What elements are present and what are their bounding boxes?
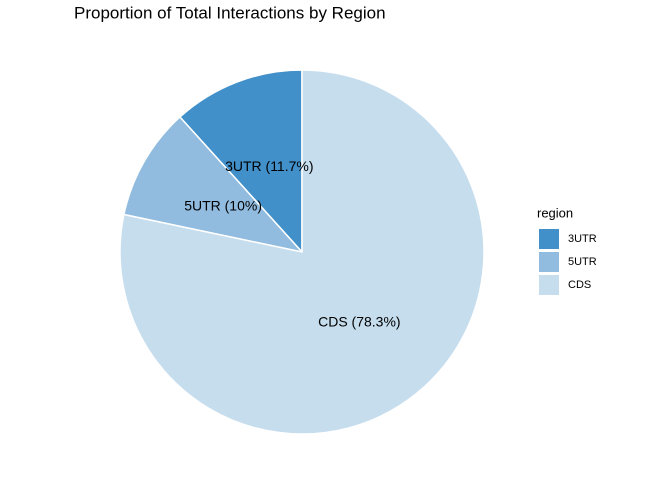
legend-title: region: [537, 205, 573, 220]
legend-swatch: [539, 252, 559, 272]
data-label: 5UTR (10%): [184, 197, 262, 213]
pie-slice: [178, 69, 303, 254]
pie-slice: [119, 69, 485, 435]
legend-swatch: [539, 229, 559, 249]
legend-label: 5UTR: [568, 256, 597, 268]
chart-title: Proportion of Total Interactions by Regi…: [74, 3, 386, 22]
legend-label: 3UTR: [568, 233, 597, 245]
legend-label: CDS: [568, 279, 591, 291]
data-label: CDS (78.3%): [318, 313, 400, 329]
data-label: 3UTR (11.7%): [225, 158, 313, 174]
legend-swatch: [539, 275, 559, 295]
pie-slice: [123, 115, 305, 254]
